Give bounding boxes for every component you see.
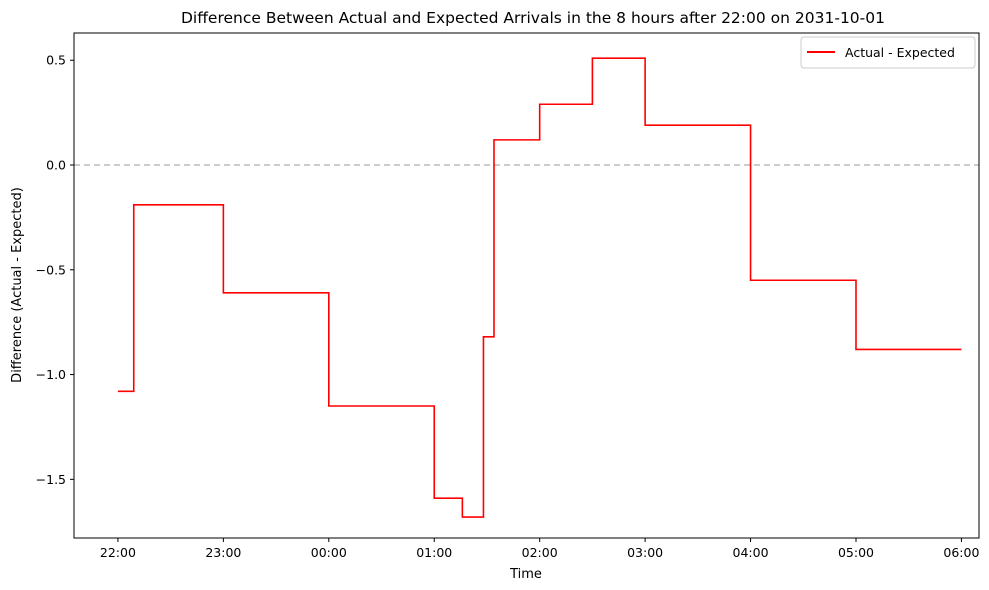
y-axis: −1.5 −1.0 −0.5 0.0 0.5 — [36, 53, 74, 487]
y-tick-label: 0.5 — [46, 53, 66, 68]
x-tick-label: 06:00 — [943, 545, 979, 560]
chart-title: Difference Between Actual and Expected A… — [181, 9, 885, 27]
x-axis: 22:00 23:00 00:00 01:00 02:00 03:00 04:00 05:00… — [100, 538, 979, 560]
plot-area — [73, 32, 980, 539]
y-tick-label: 0.0 — [46, 158, 66, 173]
series-line-0 — [117, 57, 962, 518]
x-tick-label: 02:00 — [522, 545, 558, 560]
x-tick-label: 04:00 — [733, 545, 769, 560]
axes-frame — [73, 32, 980, 539]
x-tick-label: 05:00 — [838, 545, 874, 560]
x-tick-label: 22:00 — [100, 545, 136, 560]
legend: Actual - Expected — [800, 36, 976, 69]
x-tick-label: 03:00 — [627, 545, 663, 560]
y-tick-label: −1.5 — [36, 472, 66, 487]
x-axis-label: Time — [509, 567, 542, 582]
y-tick-label: −1.0 — [36, 367, 66, 382]
legend-box — [800, 36, 976, 69]
y-axis-label: Difference (Actual - Expected) — [10, 187, 25, 383]
x-tick-label: 00:00 — [311, 545, 347, 560]
y-tick-label: −0.5 — [36, 262, 66, 277]
legend-label: Actual - Expected — [845, 45, 955, 60]
x-tick-label: 23:00 — [205, 545, 241, 560]
x-tick-label: 01:00 — [416, 545, 452, 560]
